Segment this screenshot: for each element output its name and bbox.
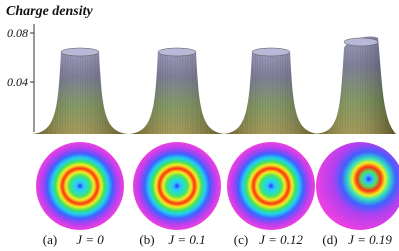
panel-label: (b) — [139, 232, 154, 247]
surface-top — [157, 47, 197, 57]
density-disc — [133, 142, 221, 230]
axis-tick-label: 0.08 — [7, 26, 28, 40]
surface-shade — [223, 52, 319, 134]
surface-shade — [32, 52, 128, 134]
surface-shade — [129, 52, 225, 134]
panel-label: (a) — [43, 232, 57, 247]
surface-top — [251, 47, 291, 57]
density-disc — [316, 142, 399, 230]
panel: (b) J = 0.1 — [129, 47, 225, 247]
axis-title: Charge density — [6, 4, 94, 19]
panel-parameter: J = 0 — [76, 232, 104, 247]
surface-top — [343, 37, 379, 47]
panel-parameter: J = 0.19 — [348, 232, 392, 247]
surface-shade — [314, 36, 396, 134]
density-disc — [227, 142, 315, 230]
surface-top — [60, 47, 100, 57]
panel-label: (d) — [322, 232, 337, 247]
panel-label: (c) — [234, 232, 248, 247]
panels: (a) J = 0 (b) J = 0.1 (c) J = 0.12 (d) J = 0.19 — [32, 36, 399, 247]
panel: (c) J = 0.12 — [223, 47, 319, 247]
density-disc — [36, 142, 124, 230]
panel-parameter: J = 0.1 — [168, 232, 205, 247]
panel: (d) J = 0.19 — [314, 36, 399, 247]
panel-parameter: J = 0.12 — [259, 232, 303, 247]
panel: (a) J = 0 — [32, 47, 128, 247]
axis-tick-label: 0.04 — [7, 75, 28, 89]
